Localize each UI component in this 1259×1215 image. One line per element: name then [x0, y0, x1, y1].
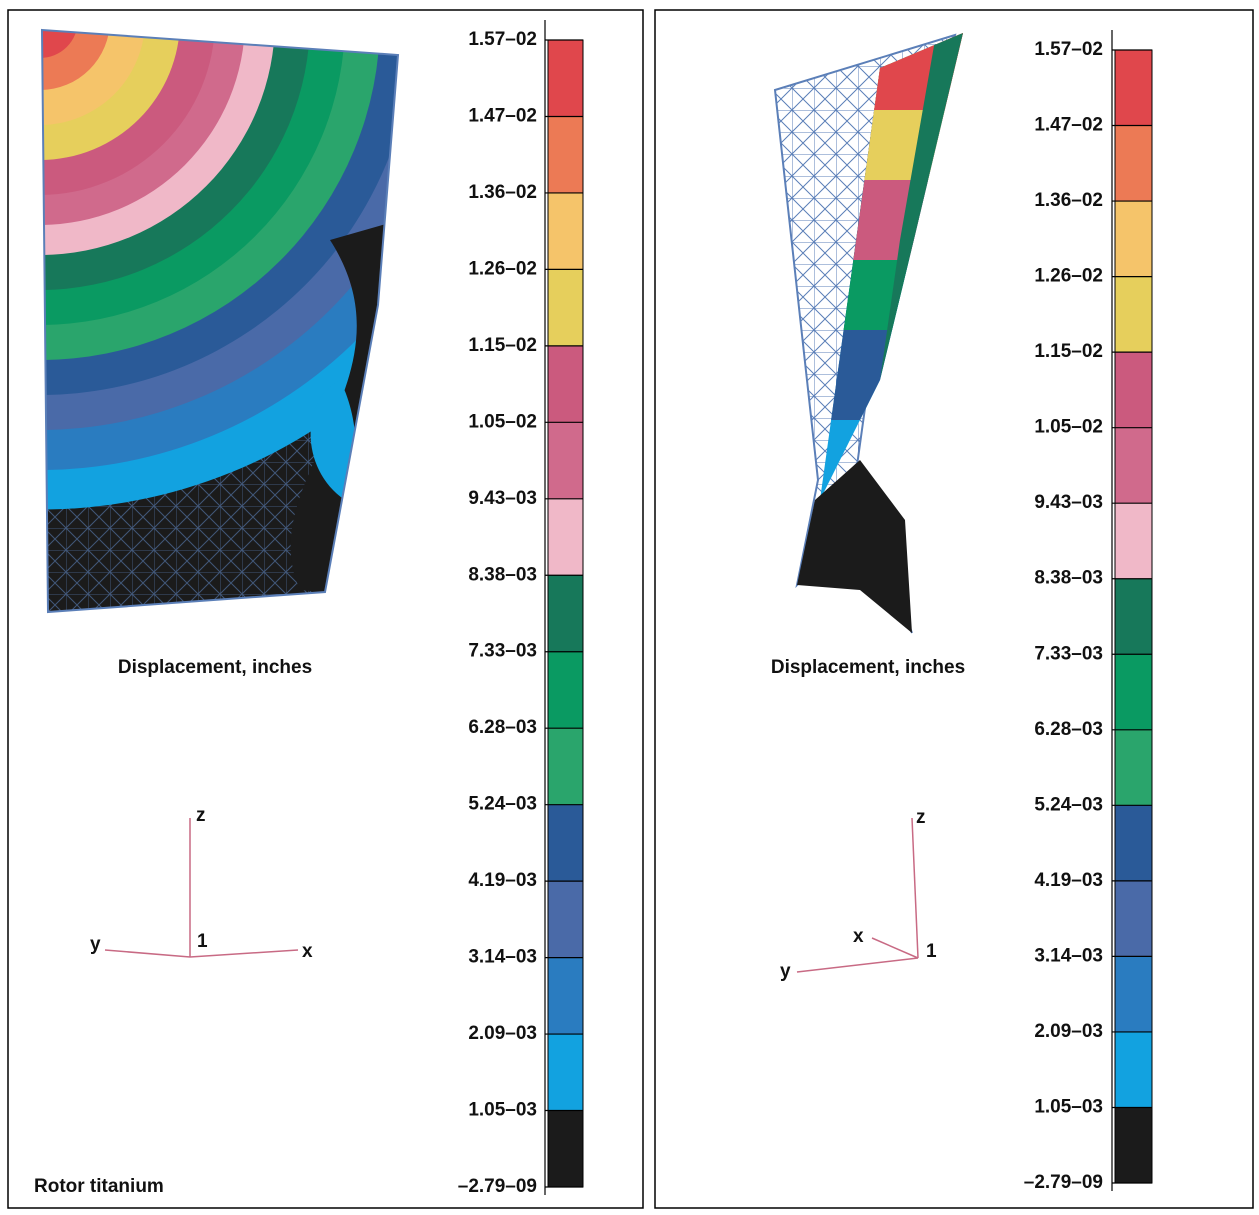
colorbar-segment — [1115, 126, 1152, 202]
figure: z y x 1 z y x 1 Displacement, inches Dis… — [0, 0, 1259, 1215]
colorbar-label: 6.28–03 — [1034, 719, 1103, 740]
colorbar-segment — [1115, 1107, 1152, 1183]
colorbar-segment — [1115, 503, 1152, 579]
colorbar-segment — [1115, 277, 1152, 353]
colorbar-segment — [548, 728, 583, 805]
caption: Displacement, inches — [771, 657, 965, 678]
colorbar-label: 2.09–03 — [1034, 1021, 1103, 1042]
colorbar-segment — [1115, 428, 1152, 504]
colorbar-label: 1.05–02 — [1034, 417, 1103, 438]
axis-label: y — [90, 934, 101, 955]
colorbar-segment — [1115, 579, 1152, 655]
colorbar-segment — [1115, 805, 1152, 881]
colorbar-label: 1.15–02 — [1034, 341, 1103, 362]
axis-label: x — [302, 941, 313, 962]
axis-label: z — [916, 807, 926, 828]
colorbar-label: 3.14–03 — [1034, 945, 1103, 966]
axis-label: z — [196, 805, 206, 826]
colorbar-label: –2.79–09 — [458, 1176, 537, 1197]
colorbar-label: 1.26–02 — [468, 258, 537, 279]
axis-label: 1 — [197, 931, 208, 952]
colorbar-segment — [548, 1111, 583, 1188]
colorbar-segment — [548, 652, 583, 729]
colorbar-label: 9.43–03 — [1034, 492, 1103, 513]
colorbar-segment — [548, 193, 583, 270]
colorbar-label: 1.05–02 — [468, 411, 537, 432]
colorbar-label: 1.26–02 — [1034, 266, 1103, 287]
colorbar-label: 1.36–02 — [1034, 190, 1103, 211]
colorbar-label: 7.33–03 — [1034, 643, 1103, 664]
colorbar-segment — [548, 116, 583, 193]
colorbar-label: 1.15–02 — [468, 335, 537, 356]
colorbar-segment — [1115, 654, 1152, 730]
caption: Displacement, inches — [118, 657, 312, 678]
colorbar-label: 5.24–03 — [1034, 794, 1103, 815]
colorbar-label: –2.79–09 — [1024, 1172, 1103, 1193]
colorbar-segment — [1115, 881, 1152, 957]
colorbar-label: 8.38–03 — [1034, 568, 1103, 589]
colorbar-label: 4.19–03 — [468, 870, 537, 891]
axis-label: y — [780, 961, 791, 982]
axis-label: x — [853, 926, 864, 947]
colorbar-segment — [548, 346, 583, 423]
colorbar-label: 1.57–02 — [468, 29, 537, 50]
colorbar-segment — [548, 269, 583, 346]
colorbar-segment — [548, 1034, 583, 1111]
colorbar-segment — [548, 958, 583, 1035]
colorbar-segment — [1115, 50, 1152, 126]
colorbar-segment — [548, 575, 583, 652]
note: Rotor titanium — [34, 1176, 164, 1197]
colorbar-segment — [1115, 956, 1152, 1032]
colorbar-label: 2.09–03 — [468, 1023, 537, 1044]
colorbar-label: 1.47–02 — [468, 105, 537, 126]
colorbar-segment — [548, 40, 583, 117]
colorbar-label: 4.19–03 — [1034, 870, 1103, 891]
colorbar-segment — [1115, 1032, 1152, 1108]
colorbar-label: 1.05–03 — [1034, 1096, 1103, 1117]
colorbar-label: 1.57–02 — [1034, 39, 1103, 60]
axis-label: 1 — [926, 941, 937, 962]
colorbar-segment — [548, 499, 583, 576]
colorbar-segment — [548, 881, 583, 958]
panel-frame — [655, 10, 1253, 1208]
colorbar-segment — [548, 805, 583, 882]
colorbar-label: 7.33–03 — [468, 641, 537, 662]
colorbar-label: 1.36–02 — [468, 182, 537, 203]
colorbar-segment — [548, 422, 583, 499]
colorbar-label: 5.24–03 — [468, 794, 537, 815]
colorbar-label: 3.14–03 — [468, 947, 537, 968]
colorbar-segment — [1115, 352, 1152, 428]
colorbar-label: 6.28–03 — [468, 717, 537, 738]
colorbar-label: 1.47–02 — [1034, 115, 1103, 136]
colorbar-segment — [1115, 201, 1152, 277]
colorbar-segment — [1115, 730, 1152, 806]
contour-plot — [0, 0, 540, 620]
colorbar-label: 1.05–03 — [468, 1100, 537, 1121]
contour-plot — [797, 460, 912, 633]
colorbar-label: 8.38–03 — [468, 564, 537, 585]
colorbar-label: 9.43–03 — [468, 488, 537, 509]
